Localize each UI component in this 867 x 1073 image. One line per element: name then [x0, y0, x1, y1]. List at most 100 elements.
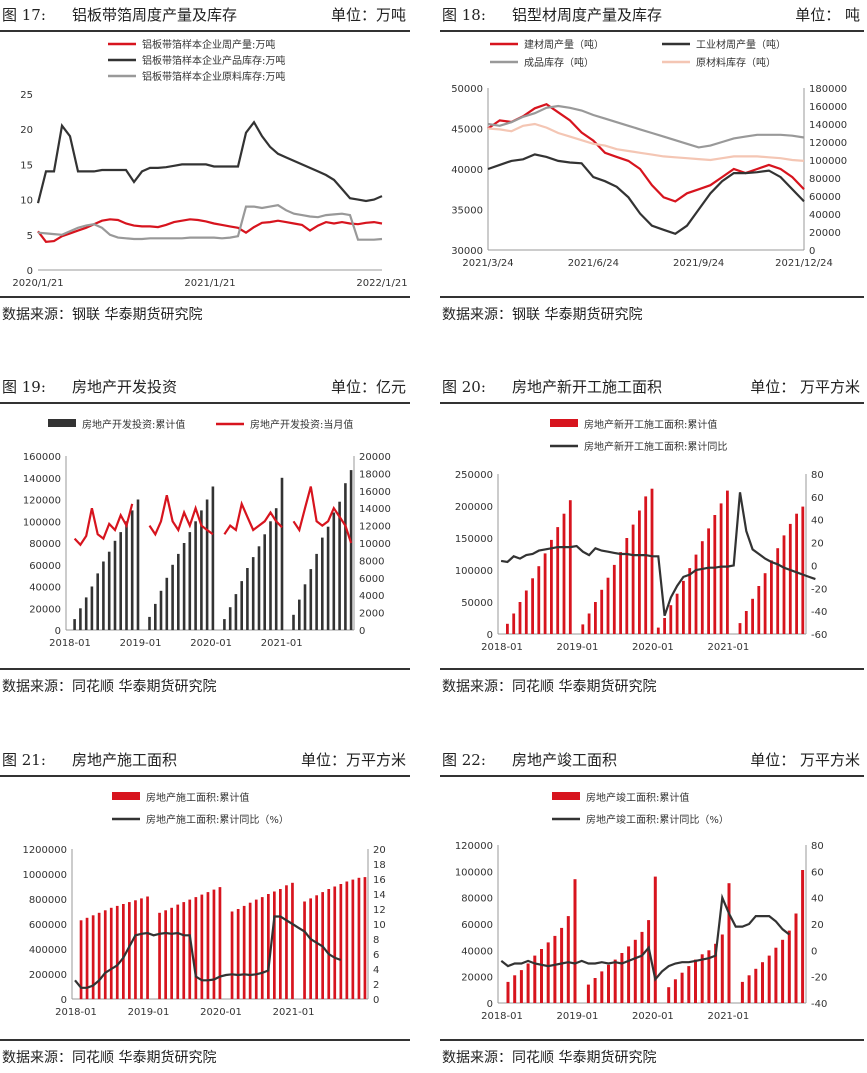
bar: [788, 523, 792, 634]
bar: [620, 953, 624, 1003]
x-tick-label: 2019-01: [128, 1007, 170, 1018]
bar: [795, 513, 798, 634]
series-line: [500, 893, 790, 982]
y-left-tick-label: 160000: [23, 452, 61, 463]
bar: [533, 955, 537, 1003]
bar: [332, 512, 336, 630]
bar: [675, 593, 679, 634]
y-right-tick-label: 20: [811, 920, 824, 931]
bar: [673, 979, 677, 1003]
bar: [351, 879, 355, 999]
legend-label: 房地产施工面积:累计值: [146, 791, 249, 804]
bar: [158, 912, 161, 1000]
legend-swatch: [112, 792, 140, 800]
bar: [640, 931, 644, 1003]
bar: [587, 613, 591, 634]
bar: [744, 611, 748, 634]
y-right-tick-label: 8: [373, 935, 379, 946]
bar: [177, 553, 180, 630]
x-tick-label: 2021-01: [273, 1007, 315, 1018]
bar: [96, 573, 99, 630]
bar: [727, 883, 731, 1003]
figure-unit: 单位： 吨: [795, 6, 860, 24]
legend-label: 成品库存（吨）: [524, 56, 594, 69]
bar: [707, 950, 711, 1003]
panel-header: 图 20: 房地产新开工施工面积 单位： 万平方米: [440, 372, 864, 404]
source-note: 数据来源：同花顺 华泰期货研究院: [0, 668, 410, 696]
source-note: 数据来源：同花顺 华泰期货研究院: [440, 668, 864, 696]
bar: [707, 528, 710, 634]
bar: [694, 554, 698, 634]
y-right-tick-label: 100000: [809, 156, 847, 167]
bar: [85, 917, 89, 1000]
y-left-tick-label: 45000: [451, 125, 483, 136]
x-tick-label: 2021/3/24: [462, 258, 513, 269]
bar: [200, 894, 204, 999]
y-left-tick-label: 0: [27, 266, 33, 277]
bar: [246, 568, 249, 630]
y-right-tick-label: 16: [373, 875, 386, 886]
y-left-tick-label: 600000: [29, 920, 67, 931]
bar: [140, 898, 143, 999]
legend-label: 建材周产量（吨）: [524, 38, 604, 51]
x-tick-label: 2022/1/21: [356, 278, 407, 289]
y-right-tick-label: 14000: [359, 504, 391, 515]
bar: [754, 968, 758, 1003]
bar: [279, 889, 282, 999]
bar: [102, 561, 105, 630]
y-right-tick-label: 4000: [359, 591, 384, 602]
bar: [154, 603, 157, 630]
legend-label: 房地产竣工面积:累计值: [586, 791, 689, 804]
bar: [182, 543, 186, 630]
bar: [228, 607, 232, 630]
y-right-tick-label: -20: [811, 973, 827, 984]
y-right-tick-label: 6000: [359, 574, 384, 585]
bar: [73, 619, 76, 630]
bar: [280, 477, 284, 631]
bar: [586, 984, 590, 1003]
bar: [165, 577, 169, 630]
bar: [682, 580, 685, 634]
legend-label: 铝板带箔样本企业产品库存:万吨: [142, 54, 285, 67]
bar: [506, 623, 509, 634]
x-tick-label: 2019-01: [557, 1011, 599, 1022]
legend-label: 房地产开发投资:当月值: [250, 418, 353, 431]
source-note: 数据来源：同花顺 华泰期货研究院: [0, 1039, 410, 1067]
series-line: [500, 492, 816, 617]
bar: [581, 624, 585, 634]
source-note: 数据来源：钢联 华泰期货研究院: [0, 296, 410, 324]
y-right-tick-label: 0: [811, 946, 817, 957]
series-line: [73, 486, 353, 547]
y-left-tick-label: 250000: [455, 470, 493, 481]
y-right-tick-label: 10000: [359, 539, 391, 550]
bar: [518, 602, 522, 634]
bar: [782, 535, 786, 634]
y-left-tick-label: 25: [20, 90, 33, 101]
series-line: [37, 204, 383, 241]
bar: [240, 581, 243, 630]
bar: [568, 500, 572, 634]
bar: [148, 616, 151, 630]
bar: [751, 598, 754, 634]
y-left-tick-label: 20: [20, 125, 33, 136]
y-right-tick-label: 40: [811, 894, 824, 905]
chart-panel-18: 图 18: 铝型材周度产量及库存 单位： 吨 30000 35000 40000 45…: [440, 0, 864, 330]
legend-swatch: [550, 419, 578, 427]
figure-title: 房地产新开工施工面积: [512, 378, 663, 396]
bar: [344, 483, 347, 630]
series-line: [487, 104, 805, 149]
bar: [531, 578, 534, 634]
bar: [627, 946, 631, 1003]
x-tick-label: 2021-01: [707, 1011, 749, 1022]
y-right-tick-label: -60: [811, 630, 827, 641]
chart-17: 0 5 10 15 20 25 2020/1/21 2021/1/21 2022/1/21 铝板带…: [12, 38, 407, 289]
y-right-tick-label: 18000: [359, 469, 391, 480]
bar: [763, 573, 767, 634]
y-left-tick-label: 40000: [451, 165, 483, 176]
legend-swatch: [48, 419, 76, 427]
bar: [298, 599, 301, 630]
y-left-tick-label: 60000: [29, 561, 61, 572]
bar: [107, 551, 111, 630]
y-left-tick-label: 80000: [29, 539, 61, 550]
x-tick-label: 2018-01: [55, 1007, 97, 1018]
